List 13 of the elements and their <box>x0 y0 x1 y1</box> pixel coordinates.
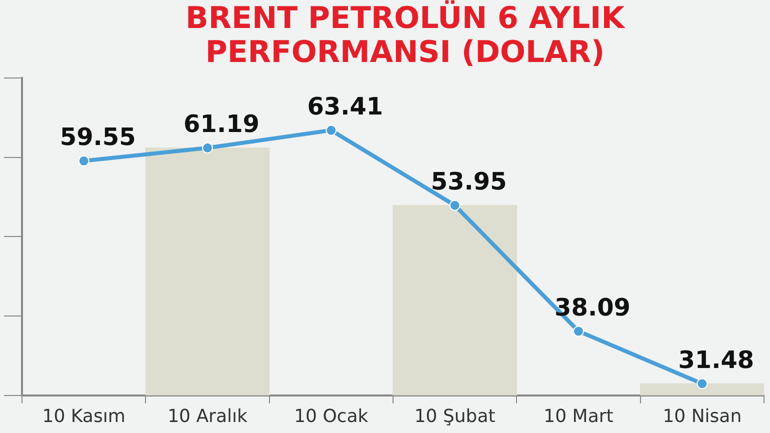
chart-title: BRENT PETROLÜN 6 AYLIK PERFORMANSI (DOLAR) <box>185 1 625 70</box>
data-label: 53.95 <box>430 168 507 196</box>
data-label: 38.09 <box>554 293 630 322</box>
x-tick-label: 10 Mart <box>544 406 614 427</box>
data-label: 63.41 <box>307 92 384 121</box>
x-tick-label: 10 Nisan <box>662 406 742 427</box>
data-label: 61.19 <box>184 110 260 138</box>
data-label: 31.48 <box>678 346 754 374</box>
x-tick-label: 10 Ocak <box>294 406 369 427</box>
x-tick-label: 10 Şubat <box>414 406 496 427</box>
data-label: 59.55 <box>60 123 136 152</box>
x-tick-label: 10 Kasım <box>42 406 126 427</box>
x-tick-label: 10 Aralık <box>168 406 248 427</box>
